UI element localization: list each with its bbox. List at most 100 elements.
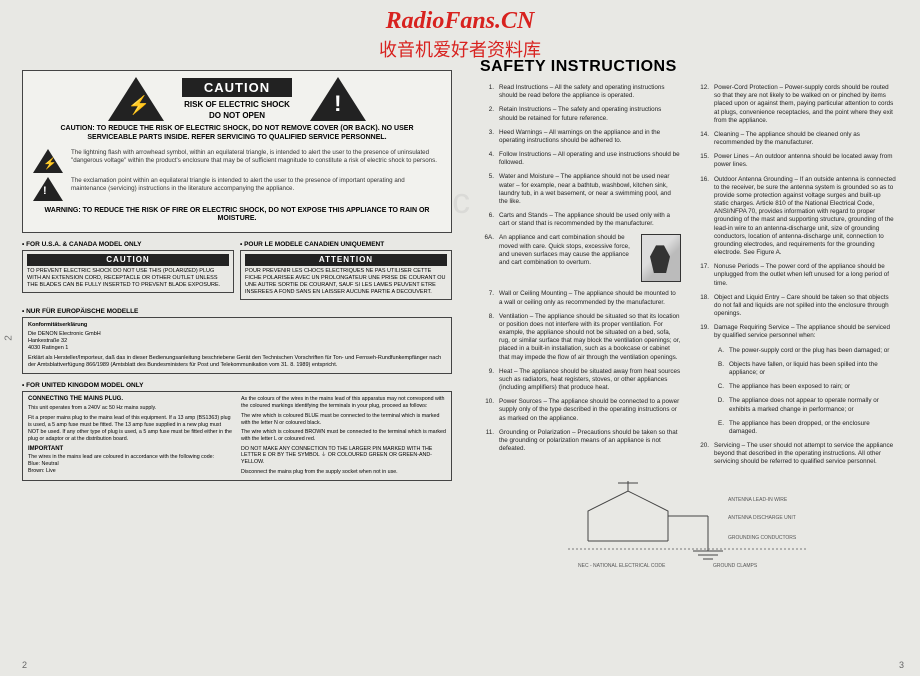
antenna-grounding-diagram: ANTENNA LEAD-IN WIRE ANTENNA DISCHARGE U… bbox=[558, 481, 818, 571]
svg-text:GROUNDING CONDUCTORS: GROUNDING CONDUCTORS bbox=[728, 535, 797, 541]
safety-item-text: Grounding or Polarization – Precautions … bbox=[499, 429, 681, 454]
do-not-open-line: DO NOT OPEN bbox=[182, 111, 292, 120]
safety-item-text: Read Instructions – All the safety and o… bbox=[499, 84, 681, 100]
safety-item: 20. Servicing – The user should not attem… bbox=[695, 442, 896, 467]
safety-columns: 1. Read Instructions – All the safety and… bbox=[480, 84, 896, 473]
usa-inner: CAUTION TO PREVENT ELECTRIC SHOCK DO NOT… bbox=[22, 250, 234, 293]
safety-item-num: 7. bbox=[480, 290, 494, 306]
uk-box: • FOR UNITED KINGDOM MODEL ONLY CONNECTI… bbox=[22, 382, 452, 481]
bolt-small-icon: ⚡ bbox=[33, 149, 63, 173]
safety-item: 6A.An appliance and cart combination sho… bbox=[480, 234, 681, 284]
bolt-explain-row: ⚡ The lightning flash with arrowhead sym… bbox=[33, 149, 441, 173]
eu-addr: Die DENON Electronic GmbH Hankestraße 32… bbox=[28, 331, 446, 352]
svg-text:ANTENNA DISCHARGE UNIT: ANTENNA DISCHARGE UNIT bbox=[728, 515, 796, 521]
safety-item-text: Servicing – The user should not attempt … bbox=[714, 442, 896, 467]
page-number-2: 2 bbox=[22, 660, 27, 670]
safety-subitem-num: D. bbox=[714, 397, 724, 413]
safety-subitem: B. Objects have fallen, or liquid has bee… bbox=[714, 361, 896, 377]
svg-text:GROUND CLAMPS: GROUND CLAMPS bbox=[713, 563, 758, 569]
safety-item: 5.Water and Moisture – The appliance sho… bbox=[480, 173, 681, 206]
safety-item-num: 17. bbox=[695, 263, 709, 288]
safety-subitem-num: B. bbox=[714, 361, 724, 377]
safety-item: 3. Heed Warnings – All warnings on the ap… bbox=[480, 129, 681, 145]
safety-item: 11. Grounding or Polarization – Precautio… bbox=[480, 429, 681, 454]
safety-item: 7.Wall or Ceiling Mounting – The applian… bbox=[480, 290, 681, 306]
safety-item-num: 10. bbox=[480, 398, 494, 423]
safety-item-text: Heat – The appliance should be situated … bbox=[499, 368, 681, 393]
safety-item-text: Heed Warnings – All warnings on the appl… bbox=[499, 129, 681, 145]
safety-item: 10. Power Sources – The appliance should … bbox=[480, 398, 681, 423]
safety-item: 17.Nonuse Periods – The power cord of th… bbox=[695, 263, 896, 288]
cart-tip-figure bbox=[641, 234, 681, 282]
safety-item: 14. Cleaning – The appliance should be cl… bbox=[695, 131, 896, 147]
uk-inner: CONNECTING THE MAINS PLUG. This unit ope… bbox=[22, 391, 452, 481]
uk-left-p1: This unit operates from a 240V ac 50 Hz … bbox=[28, 405, 233, 412]
safety-item-num: 1. bbox=[480, 84, 494, 100]
safety-subitem-num: E. bbox=[714, 420, 724, 436]
safety-item: 1. Read Instructions – All the safety and… bbox=[480, 84, 681, 100]
safety-item-text: Power Sources – The appliance should be … bbox=[499, 398, 681, 423]
usa-title: CAUTION bbox=[27, 254, 229, 266]
safety-item-num: 18. bbox=[695, 294, 709, 319]
region-boxes-row: • FOR U.S.A. & CANADA MODEL ONLY CAUTION… bbox=[22, 241, 452, 300]
uk-right-p3: The wire which is coloured BROWN must be… bbox=[241, 429, 446, 443]
safety-item-num: 20. bbox=[695, 442, 709, 467]
safety-item: 19.Damage Requiring Service – The applia… bbox=[695, 324, 896, 340]
side-page-number: 2 bbox=[3, 335, 14, 341]
safety-subitem: A.The power-supply cord or the plug has … bbox=[714, 347, 896, 355]
caution-label: CAUTION bbox=[182, 78, 292, 97]
safety-item-num: 14. bbox=[695, 131, 709, 147]
caution-reduce-text: CAUTION: TO REDUCE THE RISK OF ELECTRIC … bbox=[45, 125, 429, 143]
safety-item-text: Damage Requiring Service – The appliance… bbox=[714, 324, 896, 340]
right-page: SAFETY INSTRUCTIONS 1. Read Instructions … bbox=[480, 58, 896, 571]
safety-subitem: C.The appliance has been exposed to rain… bbox=[714, 383, 896, 391]
uk-right-p2: The wire which is coloured BLUE must be … bbox=[241, 413, 446, 427]
safety-item-num: 3. bbox=[480, 129, 494, 145]
bolt-explain-text: The lightning flash with arrowhead symbo… bbox=[71, 149, 441, 165]
safety-item-text: Ventilation – The appliance should be si… bbox=[499, 313, 681, 362]
uk-left-h2: IMPORTANT bbox=[28, 446, 233, 454]
uk-right-p5: Disconnect the mains plug from the suppl… bbox=[241, 469, 446, 476]
safety-item-text: Water and Moisture – The appliance shoul… bbox=[499, 173, 681, 206]
safety-item: 12.Power-Cord Protection – Power-supply … bbox=[695, 84, 896, 125]
safety-subitem-num: C. bbox=[714, 383, 724, 391]
caution-box: ⚡ CAUTION RISK OF ELECTRIC SHOCK DO NOT … bbox=[22, 70, 452, 233]
usa-header: • FOR U.S.A. & CANADA MODEL ONLY bbox=[22, 241, 234, 248]
safety-item-num: 9. bbox=[480, 368, 494, 393]
safety-subitem-num: A. bbox=[714, 347, 724, 355]
safety-title: SAFETY INSTRUCTIONS bbox=[480, 58, 896, 76]
safety-col-1: 1. Read Instructions – All the safety and… bbox=[480, 84, 681, 473]
uk-left-p3: The wires in the mains lead are coloured… bbox=[28, 454, 233, 461]
safety-item: 2.Retain Instructions – The safety and o… bbox=[480, 106, 681, 122]
safety-item-text: Cleaning – The appliance should be clean… bbox=[714, 131, 896, 147]
safety-item-num: 11. bbox=[480, 429, 494, 454]
risk-line: RISK OF ELECTRIC SHOCK bbox=[182, 100, 292, 109]
usa-body: TO PREVENT ELECTRIC SHOCK DO NOT USE THI… bbox=[27, 268, 229, 289]
uk-right-p1: As the colours of the wires in the mains… bbox=[241, 396, 446, 410]
safety-item-num: 6. bbox=[480, 212, 494, 228]
safety-item: 6. Carts and Stands – The appliance shoul… bbox=[480, 212, 681, 228]
safety-item-num: 12. bbox=[695, 84, 709, 125]
uk-left-h1: CONNECTING THE MAINS PLUG. bbox=[28, 396, 233, 404]
safety-item-num: 5. bbox=[480, 173, 494, 206]
bang-explain-text: The exclamation point within an equilate… bbox=[71, 177, 441, 193]
caution-center: CAUTION RISK OF ELECTRIC SHOCK DO NOT OP… bbox=[182, 78, 292, 120]
safety-subitem-text: Objects have fallen, or liquid has been … bbox=[729, 361, 896, 377]
page-number-3: 3 bbox=[899, 660, 904, 670]
eu-body: Erklärt als Hersteller/Importeur, daß da… bbox=[28, 355, 446, 369]
safety-item-text: Carts and Stands – The appliance should … bbox=[499, 212, 681, 228]
safety-item: 16.Outdoor Antenna Grounding – If an out… bbox=[695, 176, 896, 258]
uk-right-col: As the colours of the wires in the mains… bbox=[241, 396, 446, 476]
canada-body: POUR PREVENIR LES CHOCS ELECTRIQUES NE P… bbox=[245, 268, 447, 296]
left-page: ⚡ CAUTION RISK OF ELECTRIC SHOCK DO NOT … bbox=[22, 70, 452, 481]
eu-header: • NUR FÜR EUROPÄISCHE MODELLE bbox=[22, 308, 452, 315]
uk-header: • FOR UNITED KINGDOM MODEL ONLY bbox=[22, 382, 452, 389]
safety-subitem-text: The appliance does not appear to operate… bbox=[729, 397, 896, 413]
safety-subitem: D. The appliance does not appear to opera… bbox=[714, 397, 896, 413]
watermark-title: RadioFans.CN bbox=[386, 8, 535, 35]
caution-banner: ⚡ CAUTION RISK OF ELECTRIC SHOCK DO NOT … bbox=[31, 77, 443, 121]
safety-item-num: 8. bbox=[480, 313, 494, 362]
warning-line: WARNING: TO REDUCE THE RISK OF FIRE OR E… bbox=[31, 207, 443, 225]
house-svg: ANTENNA LEAD-IN WIRE ANTENNA DISCHARGE U… bbox=[558, 481, 818, 571]
uk-left-p2: Fit a proper mains plug to the mains lea… bbox=[28, 415, 233, 443]
